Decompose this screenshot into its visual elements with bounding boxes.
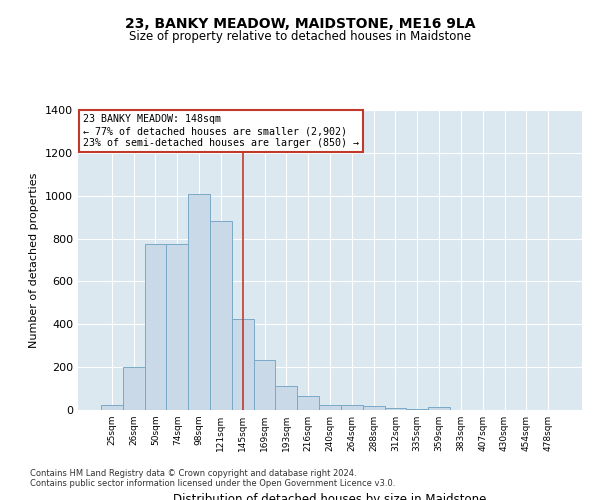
Bar bbox=[297, 396, 319, 410]
Bar bbox=[101, 404, 123, 410]
Bar bbox=[210, 222, 232, 410]
Bar bbox=[363, 406, 385, 410]
Text: Size of property relative to detached houses in Maidstone: Size of property relative to detached ho… bbox=[129, 30, 471, 43]
Bar bbox=[428, 407, 450, 410]
Bar bbox=[145, 244, 166, 410]
Text: 23, BANKY MEADOW, MAIDSTONE, ME16 9LA: 23, BANKY MEADOW, MAIDSTONE, ME16 9LA bbox=[125, 18, 475, 32]
Bar bbox=[319, 404, 341, 410]
Bar bbox=[406, 409, 428, 410]
Text: Contains HM Land Registry data © Crown copyright and database right 2024.: Contains HM Land Registry data © Crown c… bbox=[30, 469, 356, 478]
Bar bbox=[123, 367, 145, 410]
Y-axis label: Number of detached properties: Number of detached properties bbox=[29, 172, 40, 348]
Text: Contains public sector information licensed under the Open Government Licence v3: Contains public sector information licen… bbox=[30, 479, 395, 488]
Bar bbox=[254, 360, 275, 410]
Bar bbox=[341, 404, 363, 410]
X-axis label: Distribution of detached houses by size in Maidstone: Distribution of detached houses by size … bbox=[173, 493, 487, 500]
Bar bbox=[166, 244, 188, 410]
Bar bbox=[275, 386, 297, 410]
Text: 23 BANKY MEADOW: 148sqm
← 77% of detached houses are smaller (2,902)
23% of semi: 23 BANKY MEADOW: 148sqm ← 77% of detache… bbox=[83, 114, 359, 148]
Bar bbox=[188, 194, 210, 410]
Bar bbox=[385, 408, 406, 410]
Bar bbox=[232, 319, 254, 410]
